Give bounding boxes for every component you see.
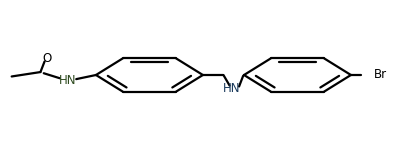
Text: HN: HN	[222, 82, 240, 95]
Text: Br: Br	[373, 69, 386, 81]
Text: HN: HN	[58, 74, 76, 87]
Text: O: O	[42, 52, 51, 64]
